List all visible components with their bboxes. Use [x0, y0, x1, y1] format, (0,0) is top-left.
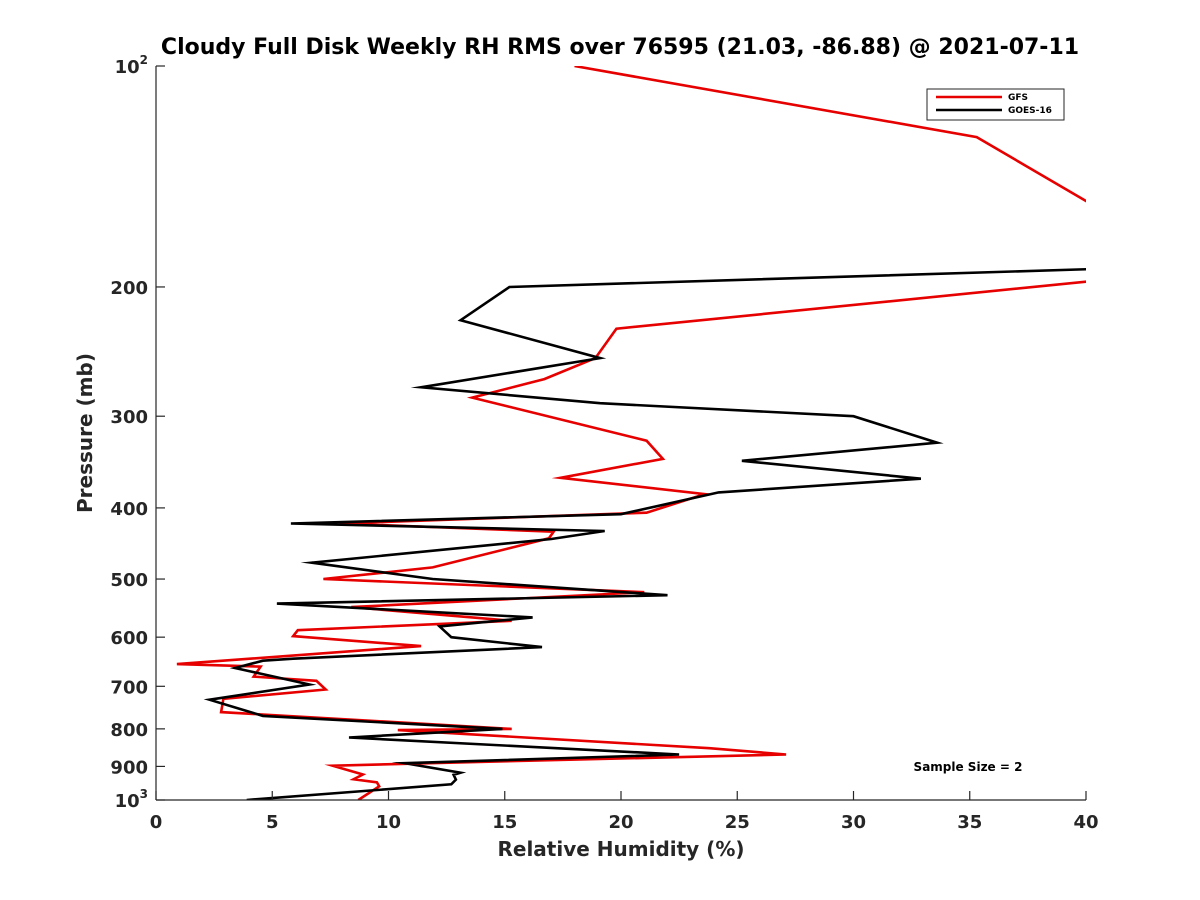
y-tick-label: 500	[110, 570, 148, 591]
chart-title: Cloudy Full Disk Weekly RH RMS over 7659…	[161, 35, 1079, 60]
x-tick-label: 40	[1073, 812, 1098, 833]
y-axis-label: Pressure (mb)	[73, 353, 97, 513]
legend-label-gfs: GFS	[1008, 93, 1028, 103]
legend: GFS GOES-16	[926, 88, 1065, 121]
x-tick-label: 0	[150, 812, 163, 833]
legend-box	[926, 88, 1065, 121]
series-line-gfs	[176, 66, 1086, 800]
series-line-goes-16	[203, 267, 1086, 800]
x-tick-label: 20	[608, 812, 633, 833]
y-tick-label: 102	[115, 53, 148, 78]
y-tick-base: 10	[115, 791, 140, 812]
y-tick-label: 200	[110, 278, 148, 299]
y-tick-label: 800	[110, 720, 148, 741]
y-tick-label: 900	[110, 757, 148, 778]
x-axis-ticks: 0 5 10 15 20 25 30 35 40	[150, 791, 1099, 833]
x-axis-label: Relative Humidity (%)	[497, 837, 744, 861]
x-tick-label: 25	[725, 812, 750, 833]
x-tick-label: 35	[957, 812, 982, 833]
series-layer	[176, 66, 1086, 800]
y-tick-label: 300	[110, 407, 148, 428]
y-tick-label: 700	[110, 677, 148, 698]
x-tick-label: 10	[376, 812, 401, 833]
x-tick-label: 5	[266, 812, 279, 833]
x-tick-label: 15	[492, 812, 517, 833]
y-tick-label: 400	[110, 499, 148, 520]
plot-area: 0 5 10 15 20 25 30 35 40 10220030040050060070080…	[110, 53, 1098, 833]
sample-size-annotation: Sample Size = 2	[914, 760, 1023, 774]
y-tick-label: 600	[110, 628, 148, 649]
x-tick-label: 30	[841, 812, 866, 833]
legend-label-goes-16: GOES-16	[1008, 106, 1052, 116]
y-tick-exponent: 2	[140, 53, 148, 67]
plot-background	[156, 66, 1086, 800]
y-tick-label: 103	[115, 787, 148, 812]
y-tick-exponent: 3	[140, 787, 148, 801]
y-tick-base: 10	[115, 57, 140, 78]
